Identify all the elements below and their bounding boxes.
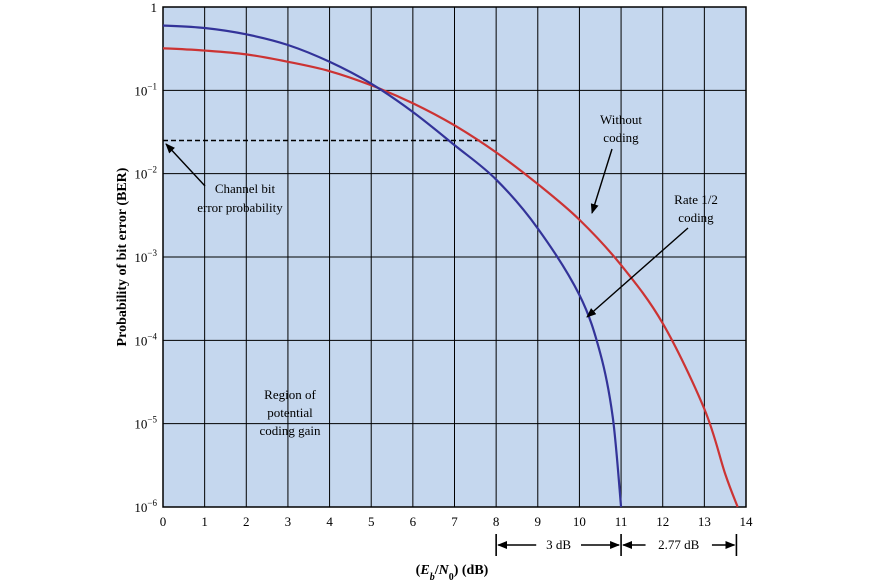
dimension-label-0: 3 dB <box>546 537 571 552</box>
without-coding-annotation-line1: Without <box>600 112 642 127</box>
x-tick-label-11: 11 <box>615 514 628 529</box>
x-tick-label-5: 5 <box>368 514 375 529</box>
y-tick-label-3: 10−3 <box>134 248 157 265</box>
series-without-coding-line <box>162 47 739 508</box>
y-tick-label-4: 10−4 <box>134 331 157 348</box>
rate-coding-annotation-line2: coding <box>678 210 714 225</box>
y-tick-label-0: 1 <box>151 0 158 15</box>
plot-frame <box>162 6 747 508</box>
x-tick-label-9: 9 <box>535 514 542 529</box>
x-tick-label-13: 13 <box>698 514 711 529</box>
y-tick-label-6: 10−6 <box>134 498 157 515</box>
rate-coding-arrow <box>586 227 689 318</box>
x-tick-labels: 0 1 2 3 4 5 6 7 8 9 10 11 12 13 14 <box>160 514 753 529</box>
x-tick-label-1: 1 <box>201 514 208 529</box>
x-axis-label: (Eb/N0) (dB) <box>416 563 489 583</box>
x-tick-label-6: 6 <box>410 514 417 529</box>
region-annotation-line2: potential <box>267 405 313 420</box>
x-tick-label-4: 4 <box>326 514 333 529</box>
y-tick-label-5: 10−5 <box>134 415 157 432</box>
coding-gain-dimensions: 3 dB 2.77 dB <box>495 534 738 556</box>
channel-arrow <box>165 143 206 187</box>
x-tick-label-12: 12 <box>656 514 669 529</box>
region-annotation-line1: Region of <box>264 387 316 402</box>
region-annotation-line3: coding gain <box>259 423 321 438</box>
x-tick-label-10: 10 <box>573 514 586 529</box>
channel-annotation-line2: error probability <box>197 200 283 215</box>
y-axis-label: Probability of bit error (BER) <box>115 167 130 346</box>
without-coding-arrow <box>590 148 613 214</box>
x-tick-label-7: 7 <box>451 514 458 529</box>
y-tick-labels: 1 10−1 10−2 10−3 10−4 10−5 10−6 <box>134 0 157 515</box>
dimension-label-1: 2.77 dB <box>658 537 700 552</box>
series-rate-half-coding-line <box>162 24 623 508</box>
x-tick-label-3: 3 <box>285 514 292 529</box>
x-tick-label-2: 2 <box>243 514 250 529</box>
y-tick-label-2: 10−2 <box>134 165 157 182</box>
rate-coding-annotation-line1: Rate 1/2 <box>674 192 718 207</box>
x-tick-label-14: 14 <box>740 514 754 529</box>
channel-annotation-line1: Channel bit <box>215 181 276 196</box>
x-tick-label-0: 0 <box>160 514 167 529</box>
without-coding-annotation-line2: coding <box>603 130 639 145</box>
x-tick-label-8: 8 <box>493 514 500 529</box>
y-tick-label-1: 10−1 <box>134 81 157 98</box>
